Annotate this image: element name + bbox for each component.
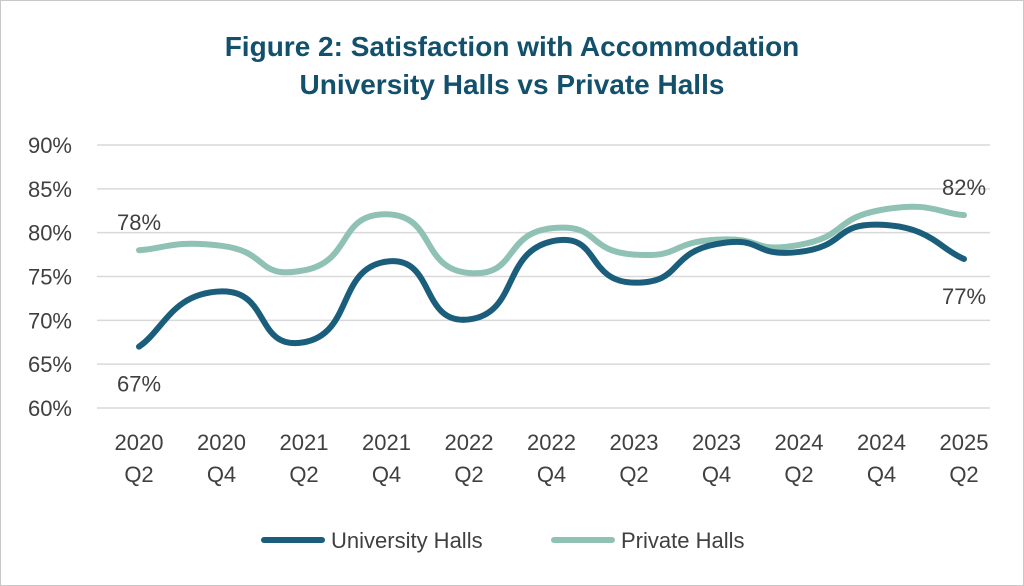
x-tick-label-year: 2020 <box>115 430 164 455</box>
data-label: 78% <box>117 210 161 235</box>
legend-label: Private Halls <box>621 528 744 553</box>
x-tick-label-quarter: Q2 <box>784 462 813 487</box>
x-tick-label-year: 2023 <box>610 430 659 455</box>
data-label: 67% <box>117 372 161 397</box>
chart-title: Figure 2: Satisfaction with Accommodatio… <box>0 28 1024 104</box>
x-tick-label-year: 2022 <box>445 430 494 455</box>
y-tick-label: 60% <box>28 396 72 421</box>
x-tick-label-year: 2021 <box>362 430 411 455</box>
y-axis: 60% 65% 70% 75% 80% 85% 90% <box>28 133 72 421</box>
data-label: 77% <box>942 284 986 309</box>
data-label: 82% <box>942 175 986 200</box>
x-axis: 2020 Q2 2020 Q4 2021 Q2 2021 Q4 2022 Q2 2022 Q4 2023… <box>115 430 989 487</box>
x-tick-label-year: 2020 <box>197 430 246 455</box>
series-lines <box>136 203 967 350</box>
x-tick-label-year: 2024 <box>775 430 824 455</box>
series-line-private-halls <box>136 203 967 277</box>
y-tick-label: 85% <box>28 177 72 202</box>
x-tick-label-quarter: Q4 <box>372 462 401 487</box>
x-tick-label-quarter: Q2 <box>289 462 318 487</box>
x-tick-label-year: 2023 <box>692 430 741 455</box>
legend-label: University Halls <box>331 528 483 553</box>
x-tick-label-quarter: Q4 <box>537 462 566 487</box>
y-tick-label: 90% <box>28 133 72 158</box>
y-tick-label: 65% <box>28 352 72 377</box>
gridlines <box>97 144 990 409</box>
legend: University Halls Private Halls <box>261 528 744 553</box>
x-tick-label-quarter: Q2 <box>124 462 153 487</box>
x-tick-label-year: 2022 <box>527 430 576 455</box>
y-tick-label: 70% <box>28 308 72 333</box>
x-tick-label-quarter: Q2 <box>949 462 978 487</box>
x-tick-label-quarter: Q4 <box>702 462 731 487</box>
x-tick-label-quarter: Q4 <box>867 462 896 487</box>
chart-title-line-2: University Halls vs Private Halls <box>299 69 725 100</box>
y-tick-label: 80% <box>28 221 72 246</box>
x-tick-label-year: 2021 <box>280 430 329 455</box>
y-tick-label: 75% <box>28 265 72 290</box>
data-labels: 67% 77% 78% 82% <box>117 175 986 397</box>
x-tick-label-quarter: Q2 <box>454 462 483 487</box>
x-tick-label-year: 2024 <box>857 430 906 455</box>
series-line-university-halls <box>136 221 967 350</box>
chart-title-line-1: Figure 2: Satisfaction with Accommodatio… <box>224 31 800 62</box>
x-tick-label-quarter: Q4 <box>207 462 236 487</box>
x-tick-label-year: 2025 <box>940 430 989 455</box>
x-tick-label-quarter: Q2 <box>619 462 648 487</box>
